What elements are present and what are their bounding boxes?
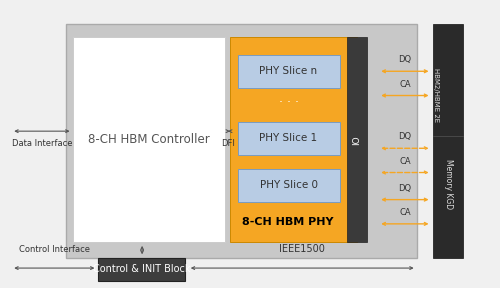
Text: HBM2/HBME 2E: HBM2/HBME 2E <box>434 69 440 123</box>
Bar <box>238 122 340 155</box>
Text: PHY Slice 1: PHY Slice 1 <box>260 133 318 143</box>
Text: 8-CH HBM PHY: 8-CH HBM PHY <box>242 217 333 228</box>
Bar <box>238 169 340 202</box>
Text: DQ: DQ <box>398 132 411 141</box>
Bar <box>74 37 225 242</box>
Bar <box>66 24 416 258</box>
Text: DQ: DQ <box>398 55 411 64</box>
Text: · · ·: · · · <box>279 96 299 109</box>
Text: CA: CA <box>399 157 410 166</box>
Bar <box>238 55 340 88</box>
Text: Control & INIT Block: Control & INIT Block <box>93 264 190 274</box>
Text: DFI: DFI <box>220 139 234 148</box>
Text: DQ: DQ <box>398 184 411 193</box>
Text: Control Interface: Control Interface <box>19 245 90 254</box>
Text: Memory KGD: Memory KGD <box>444 159 454 209</box>
Bar <box>347 37 367 242</box>
Text: Data Interface: Data Interface <box>12 139 72 148</box>
Text: IO: IO <box>352 135 362 145</box>
Text: CA: CA <box>399 208 410 217</box>
Text: 8-CH HBM Controller: 8-CH HBM Controller <box>88 133 210 146</box>
Bar <box>98 257 186 281</box>
Text: PHY Slice 0: PHY Slice 0 <box>260 180 318 190</box>
Text: CA: CA <box>399 79 410 89</box>
Bar <box>230 37 357 242</box>
Text: PHY Slice n: PHY Slice n <box>260 66 318 76</box>
Text: IEEE1500: IEEE1500 <box>280 244 325 254</box>
Bar <box>433 24 463 258</box>
